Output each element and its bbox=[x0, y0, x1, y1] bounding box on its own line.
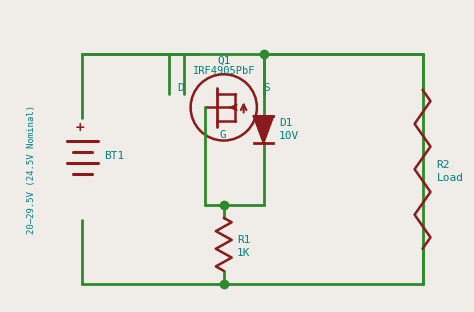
Text: Load: Load bbox=[437, 173, 464, 183]
Text: R1: R1 bbox=[237, 235, 250, 245]
Text: D: D bbox=[177, 83, 184, 93]
Polygon shape bbox=[254, 116, 273, 143]
Text: 10V: 10V bbox=[279, 131, 299, 141]
Text: D1: D1 bbox=[279, 118, 292, 128]
Text: S: S bbox=[264, 83, 270, 93]
Text: 1K: 1K bbox=[237, 248, 250, 258]
Text: IRF4905PbF: IRF4905PbF bbox=[192, 66, 255, 76]
Text: G: G bbox=[219, 130, 226, 140]
Text: R2: R2 bbox=[437, 160, 450, 170]
Text: 20–29.5V (24.5V Nominal): 20–29.5V (24.5V Nominal) bbox=[27, 105, 36, 234]
Text: +: + bbox=[75, 121, 85, 134]
Text: BT1: BT1 bbox=[104, 151, 125, 161]
Text: Q1: Q1 bbox=[217, 56, 230, 66]
